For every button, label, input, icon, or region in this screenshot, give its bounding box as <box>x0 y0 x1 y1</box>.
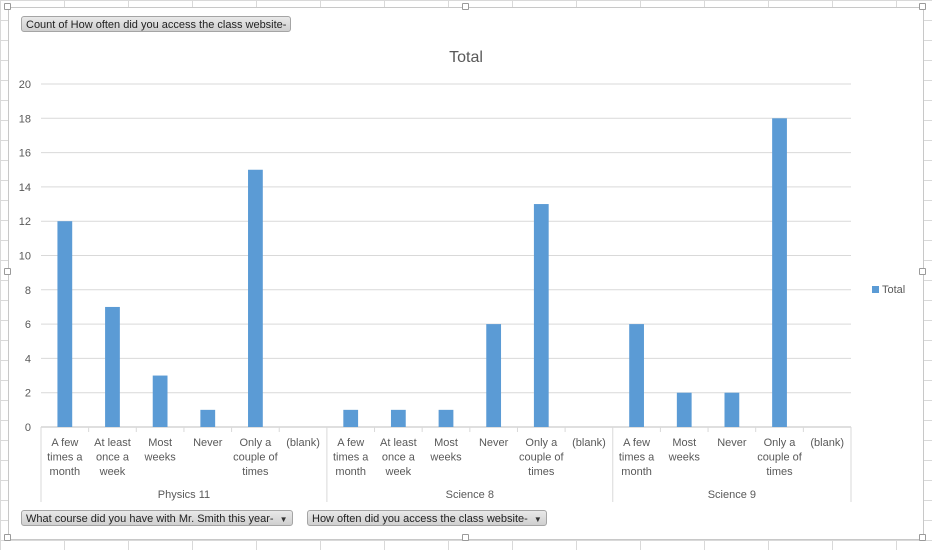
bar <box>772 118 787 428</box>
resize-handle-top[interactable] <box>462 3 469 10</box>
chevron-down-icon[interactable]: ▼ <box>279 515 288 524</box>
resize-handle-bottom-right[interactable] <box>919 534 926 541</box>
bar <box>629 324 644 427</box>
resize-handle-bottom[interactable] <box>462 534 469 541</box>
y-tick-label: 10 <box>19 251 31 263</box>
y-tick-label: 0 <box>25 422 31 434</box>
bar <box>724 392 740 427</box>
y-tick-label: 8 <box>25 285 31 297</box>
legend-swatch <box>872 286 879 293</box>
resize-handle-top-right[interactable] <box>919 3 926 10</box>
x-tick-label: At least once a week <box>94 437 131 478</box>
resize-handle-left[interactable] <box>4 268 11 275</box>
x-tick-label: Never <box>717 437 747 449</box>
y-tick-label: 18 <box>19 113 31 125</box>
x-tick-label: Only a couple of times <box>519 437 565 478</box>
value-field-label: Count of How often did you access the cl… <box>26 19 287 31</box>
x-tick-label: Never <box>479 437 509 449</box>
frequency-field-label: How often did you access the class websi… <box>312 513 528 525</box>
resize-handle-right[interactable] <box>919 268 926 275</box>
chevron-down-icon[interactable]: ▼ <box>533 515 542 524</box>
bar <box>486 324 502 427</box>
x-tick-label: Most weeks <box>429 437 462 464</box>
x-tick-label: Most weeks <box>144 437 177 464</box>
bar <box>248 169 263 427</box>
group-label: Science 9 <box>708 489 756 501</box>
legend-label: Total <box>882 284 905 296</box>
y-tick-label: 14 <box>19 182 31 194</box>
x-tick-label: A few times a month <box>333 437 369 478</box>
x-tick-label: (blank) <box>286 437 320 449</box>
frequency-field-button[interactable]: How often did you access the class websi… <box>307 510 547 526</box>
bar <box>343 409 359 427</box>
y-tick-label: 4 <box>25 353 31 365</box>
bar <box>57 221 73 427</box>
group-label: Science 8 <box>446 489 494 501</box>
bar <box>200 409 216 427</box>
y-tick-label: 6 <box>25 319 31 331</box>
x-tick-label: Most weeks <box>668 437 701 464</box>
resize-handle-top-left[interactable] <box>4 3 11 10</box>
bar <box>676 392 692 427</box>
bar <box>533 204 549 427</box>
x-tick-label: Never <box>193 437 223 449</box>
course-field-label: What course did you have with Mr. Smith … <box>26 513 274 525</box>
x-tick-label: (blank) <box>810 437 844 449</box>
value-field-button[interactable]: Count of How often did you access the cl… <box>21 16 292 32</box>
x-tick-label: A few times a month <box>619 437 655 478</box>
bar <box>105 306 120 427</box>
y-tick-label: 2 <box>25 388 31 400</box>
bar <box>390 409 406 427</box>
bar <box>152 375 168 427</box>
x-tick-label: At least once a week <box>380 437 417 478</box>
chart-title: Total <box>449 49 483 66</box>
y-tick-label: 12 <box>19 216 31 228</box>
y-tick-label: 16 <box>19 148 31 160</box>
y-tick-label: 20 <box>19 79 31 91</box>
x-tick-label: Only a couple of times <box>757 437 803 478</box>
course-field-button[interactable]: What course did you have with Mr. Smith … <box>21 510 293 526</box>
bar <box>438 409 454 427</box>
x-tick-label: A few times a month <box>47 437 83 478</box>
group-label: Physics 11 <box>158 489 210 501</box>
x-tick-label: Only a couple of times <box>233 437 279 478</box>
x-tick-label: (blank) <box>572 437 606 449</box>
resize-handle-bottom-left[interactable] <box>4 534 11 541</box>
chart-area[interactable] <box>8 7 924 540</box>
